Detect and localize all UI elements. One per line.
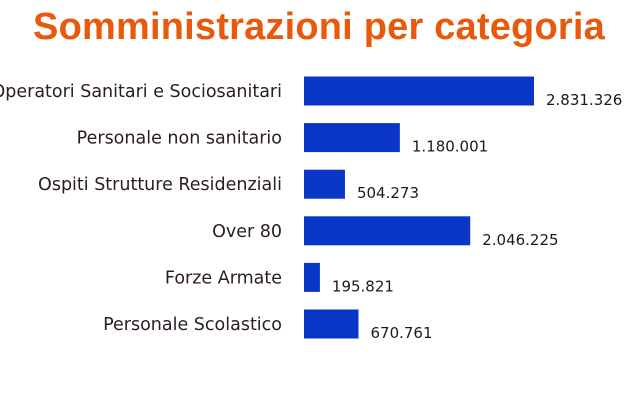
value-labels: 2.831.326 1.180.001 504.273 2.046.225 195.82…	[332, 91, 622, 342]
category-label: Forze Armate	[165, 268, 282, 288]
category-label: Personale non sanitario	[77, 129, 282, 149]
category-labels: Operatori Sanitari e Sociosanitari Person…	[0, 82, 282, 335]
bar	[304, 216, 471, 246]
category-label: Ospiti Strutture Residenziali	[38, 175, 282, 195]
bar	[304, 309, 359, 339]
bar	[304, 123, 400, 153]
value-label: 2.831.326	[546, 91, 622, 109]
bar	[304, 169, 345, 199]
chart-title: Somministrazioni per categoria	[33, 6, 605, 48]
category-label: Personale Scolastico	[103, 315, 282, 335]
bar	[304, 262, 320, 292]
value-label: 504.273	[357, 184, 419, 202]
value-label: 2.046.225	[482, 231, 558, 249]
value-label: 195.821	[332, 277, 394, 295]
category-label: Over 80	[212, 222, 282, 242]
bars	[304, 76, 534, 339]
value-label: 670.761	[370, 324, 432, 342]
value-label: 1.180.001	[412, 138, 488, 156]
bar	[304, 76, 534, 106]
category-label: Operatori Sanitari e Sociosanitari	[0, 82, 282, 102]
